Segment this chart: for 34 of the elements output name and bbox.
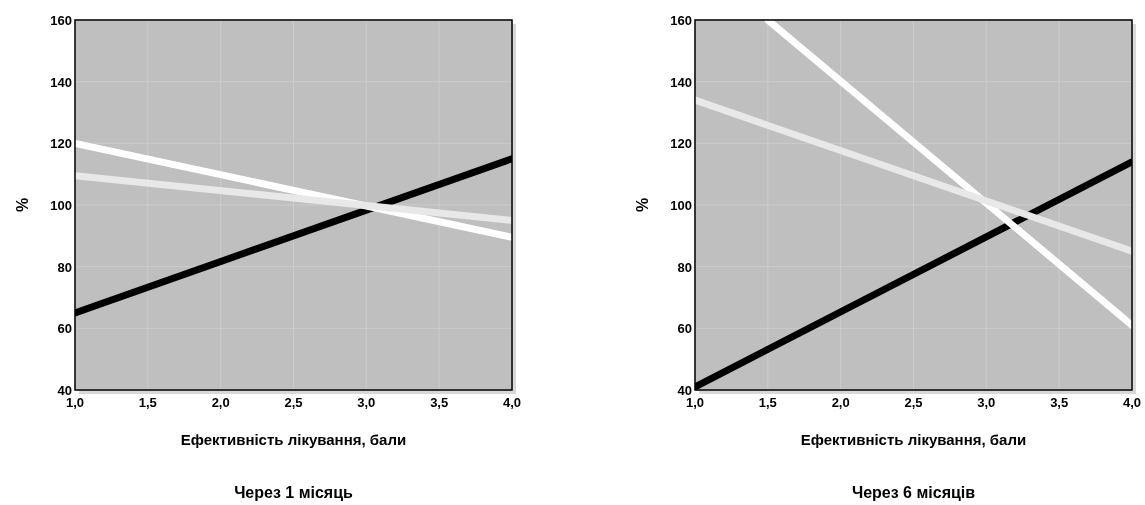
x-tick-label: 2,5 <box>904 395 923 410</box>
x-tick-label: 2,0 <box>211 395 230 410</box>
y-tick-label: 140 <box>50 74 72 90</box>
y-tick-label: 120 <box>670 136 692 152</box>
y-tick-label: 80 <box>57 259 72 275</box>
x-tick-label: 2,0 <box>831 395 850 410</box>
y-tick-label: 120 <box>50 136 72 152</box>
y-axis-title: % <box>14 197 31 213</box>
y-tick-label: 160 <box>50 13 72 28</box>
y-tick-label: 40 <box>57 383 72 398</box>
y-tick-label: 80 <box>677 259 692 275</box>
x-axis-title: Ефективність лікування, бали <box>180 431 407 448</box>
x-tick-label: 1,0 <box>685 395 705 410</box>
x-tick-label: 3,5 <box>430 395 449 410</box>
y-axis-title: % <box>634 197 651 213</box>
x-tick-label: 2,5 <box>284 395 303 410</box>
x-axis-title: Ефективність лікування, бали <box>800 431 1027 448</box>
y-tick-label: 40 <box>677 383 692 398</box>
y-tick-label: 60 <box>57 321 72 337</box>
text: Через 6 місяців <box>851 484 976 501</box>
x-tick-label: 1,5 <box>138 395 157 410</box>
x-tick-label: 1,5 <box>758 395 777 410</box>
x-tick-label: 3,0 <box>977 395 996 410</box>
y-tick-label: 160 <box>670 13 692 28</box>
y-tick-label: 140 <box>670 74 692 90</box>
x-tick-label: 3,5 <box>1050 395 1069 410</box>
x-tick-label: 1,0 <box>65 395 85 410</box>
y-tick-label: 60 <box>677 321 692 337</box>
x-tick-label: 4,0 <box>1122 395 1142 410</box>
y-tick-label: 100 <box>50 198 72 213</box>
x-tick-label: 3,0 <box>357 395 376 410</box>
x-tick-label: 4,0 <box>502 395 522 410</box>
text: Через 1 місяць <box>234 484 354 501</box>
y-tick-label: 100 <box>670 198 692 213</box>
